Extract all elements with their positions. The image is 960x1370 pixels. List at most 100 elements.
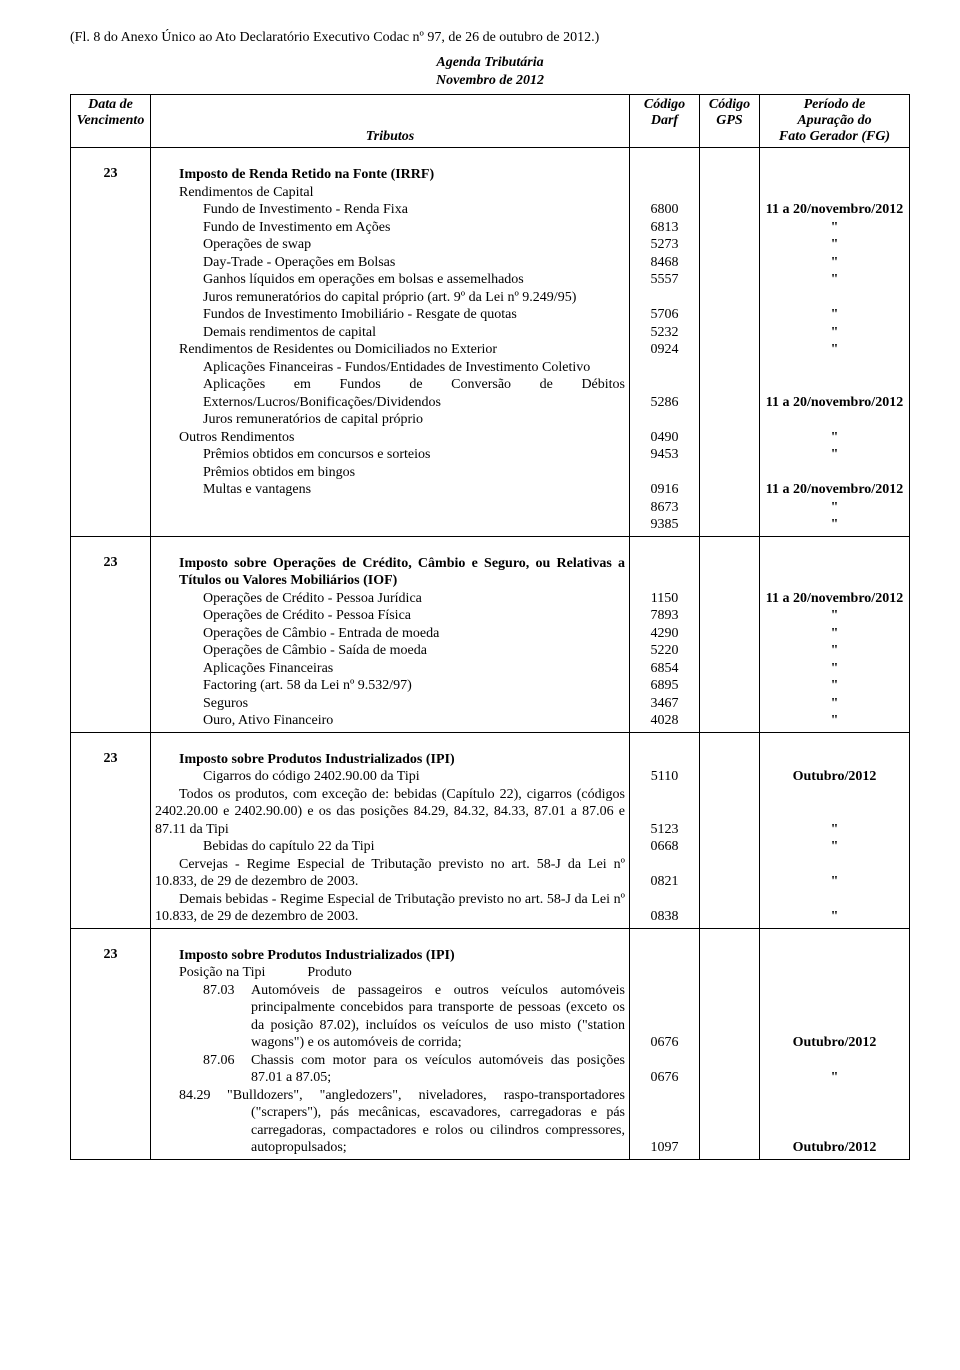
darf-code: 9385 [634, 516, 695, 534]
table-row: 23Imposto sobre Produtos Industrializado… [71, 928, 910, 1159]
line-item: Juros remuneratórios do capital próprio … [155, 289, 625, 307]
darf-code: 0916 [634, 481, 695, 499]
line-item: Day-Trade - Operações em Bolsas [155, 254, 625, 272]
periodo-value: " [764, 1069, 905, 1087]
periodo-value: " [764, 625, 905, 643]
col-head-darf-l2: Darf [634, 113, 695, 129]
section-title: Imposto sobre Produtos Industrializados … [155, 751, 625, 769]
periodo-value: " [764, 446, 905, 464]
periodo-value: " [764, 499, 905, 517]
venc-cell: 23 [71, 928, 151, 1159]
darf-cell: 11507893429052206854689534674028 [630, 536, 700, 732]
periodo-value: Outubro/2012 [764, 1139, 905, 1157]
darf-code: 5557 [634, 271, 695, 289]
col-head-tributos-label: Tributos [155, 129, 625, 145]
group-heading: Rendimentos de Residentes ou Domiciliado… [155, 341, 625, 359]
darf-code: 5220 [634, 642, 695, 660]
periodo-value: " [764, 429, 905, 447]
line-item: Operações de swap [155, 236, 625, 254]
group-heading: Rendimentos de Capital [155, 184, 625, 202]
trib-block: Imposto sobre Produtos Industrializados … [155, 931, 625, 1157]
section-title: Imposto de Renda Retido na Fonte (IRRF) [155, 166, 625, 184]
periodo-cell: 11 a 20/novembro/2012"""" """ 11 a 20/no… [760, 148, 910, 537]
trib-block: Imposto sobre Produtos Industrializados … [155, 735, 625, 926]
line-item: Seguros [155, 695, 625, 713]
header-row: Data de Vencimento Tributos Código Darf … [71, 95, 910, 148]
darf-code: 4290 [634, 625, 695, 643]
col-head-periodo-l2: Apuração do [764, 113, 905, 129]
line-item: Multas e vantagens [155, 481, 625, 499]
periodo-value: " [764, 821, 905, 839]
periodo-value: Outubro/2012 [764, 768, 905, 786]
tributos-cell: Imposto sobre Produtos Industrializados … [151, 732, 630, 928]
line-item: Factoring (art. 58 da Lei nº 9.532/97) [155, 677, 625, 695]
table-row: 23 Imposto sobre Operações de Crédito, Câ… [71, 536, 910, 732]
venc-value: 23 [75, 555, 146, 571]
darf-code: 6854 [634, 660, 695, 678]
darf-code: 0838 [634, 908, 695, 926]
tributos-cell: Imposto sobre Produtos Industrializados … [151, 928, 630, 1159]
line-item: Operações de Câmbio - Entrada de moeda [155, 625, 625, 643]
periodo-value: " [764, 219, 905, 237]
periodo-value: " [764, 677, 905, 695]
group-heading: Outros Rendimentos [155, 429, 625, 447]
darf-code: 0676 [634, 1069, 695, 1087]
col-head-tributos: Tributos [151, 95, 630, 148]
gps-cell [700, 928, 760, 1159]
product-text: "Bulldozers", "angledozers", niveladores… [203, 1087, 625, 1157]
periodo-value: 11 a 20/novembro/2012 [764, 394, 905, 412]
line-item: Fundo de Investimento em Ações [155, 219, 625, 237]
periodo-value: " [764, 324, 905, 342]
line-item: Fundo de Investimento - Renda Fixa [155, 201, 625, 219]
periodo-value: " [764, 236, 905, 254]
line-item: Demais rendimentos de capital [155, 324, 625, 342]
darf-code: 5123 [634, 821, 695, 839]
product-code: 87.06 [203, 1052, 251, 1070]
trib-block: Imposto sobre Operações de Crédito, Câmb… [155, 539, 625, 730]
darf-code: 8468 [634, 254, 695, 272]
periodo-value: " [764, 695, 905, 713]
venc-cell: 23 [71, 732, 151, 928]
line-item: Fundos de Investimento Imobiliário - Res… [155, 306, 625, 324]
header-note: (Fl. 8 do Anexo Único ao Ato Declaratóri… [70, 30, 910, 46]
product-code: 87.03 [203, 982, 251, 1000]
col-head-vencimento: Data de Vencimento [71, 95, 151, 148]
line-item: Operações de Crédito - Pessoa Jurídica [155, 590, 625, 608]
line-item: Ouro, Ativo Financeiro [155, 712, 625, 730]
col-head-vencimento-l1: Data de [75, 97, 146, 113]
product-line: 84.29"Bulldozers", "angledozers", nivela… [155, 1087, 625, 1157]
darf-code: 0924 [634, 341, 695, 359]
gps-cell [700, 148, 760, 537]
darf-code: 3467 [634, 695, 695, 713]
darf-code: 5110 [634, 768, 695, 786]
venc-value: 23 [75, 166, 146, 182]
darf-code: 4028 [634, 712, 695, 730]
line-item: Aplicações em Fundos de Conversão de Déb… [155, 376, 625, 411]
product-line: 87.03Automóveis de passageiros e outros … [155, 982, 625, 1052]
line-item: Aplicações Financeiras - Fundos/Entidade… [155, 359, 625, 377]
line-item: Bebidas do capítulo 22 da Tipi [155, 838, 625, 856]
darf-cell: 0676 0676 1097 [630, 928, 700, 1159]
periodo-value: " [764, 642, 905, 660]
periodo-value: Outubro/2012 [764, 1034, 905, 1052]
col-head-gps-l1: Código [704, 97, 755, 113]
main-table: Data de Vencimento Tributos Código Darf … [70, 94, 910, 1160]
col-head-periodo: Período de Apuração do Fato Gerador (FG) [760, 95, 910, 148]
darf-code: 6800 [634, 201, 695, 219]
table-body: 23 Imposto de Renda Retido na Fonte (IRRF… [71, 148, 910, 1160]
periodo-value: " [764, 712, 905, 730]
trib-block: Imposto de Renda Retido na Fonte (IRRF)R… [155, 150, 625, 499]
table-row: 23 Imposto de Renda Retido na Fonte (IRRF… [71, 148, 910, 537]
title-block: Agenda Tributária Novembro de 2012 [70, 54, 910, 90]
line-item: Cervejas - Regime Especial de Tributação… [155, 856, 625, 891]
tributos-cell: Imposto sobre Operações de Crédito, Câmb… [151, 536, 630, 732]
line-item: Operações de Crédito - Pessoa Física [155, 607, 625, 625]
darf-code: 6813 [634, 219, 695, 237]
line-item: Cigarros do código 2402.90.00 da Tipi [155, 768, 625, 786]
gps-cell [700, 536, 760, 732]
periodo-value: " [764, 306, 905, 324]
darf-cell: 68006813527384685557 570652320924 5286 0… [630, 148, 700, 537]
periodo-value: " [764, 908, 905, 926]
darf-code: 5273 [634, 236, 695, 254]
periodo-cell: 11 a 20/novembro/2012""""""" [760, 536, 910, 732]
